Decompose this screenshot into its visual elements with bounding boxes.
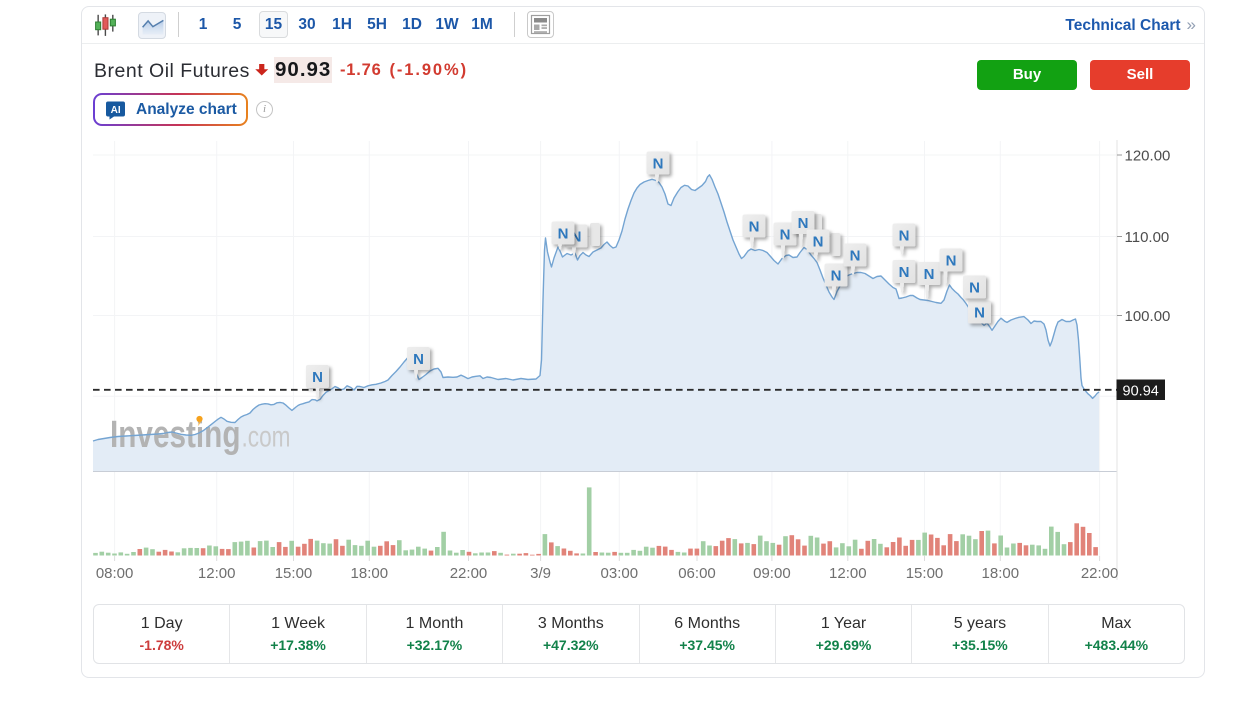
svg-text:N: N <box>850 248 861 265</box>
svg-text:22:00: 22:00 <box>1081 565 1119 582</box>
svg-text:3/9: 3/9 <box>530 565 551 582</box>
svg-text:N: N <box>899 228 910 245</box>
svg-text:100.00: 100.00 <box>1125 308 1171 325</box>
svg-text:09:00: 09:00 <box>753 565 791 582</box>
svg-text:AI: AI <box>111 105 121 116</box>
svg-text:N: N <box>946 253 957 270</box>
svg-text:90.94: 90.94 <box>1123 383 1159 399</box>
svg-text:N: N <box>969 280 980 297</box>
svg-text:N: N <box>413 351 424 368</box>
svg-text:22:00: 22:00 <box>450 565 488 582</box>
svg-text:N: N <box>558 226 569 243</box>
svg-text:N: N <box>798 215 809 232</box>
svg-text:06:00: 06:00 <box>678 565 716 582</box>
svg-text:N: N <box>831 268 842 285</box>
svg-text:08:00: 08:00 <box>96 565 134 582</box>
svg-text:N: N <box>653 156 664 173</box>
svg-text:12:00: 12:00 <box>198 565 236 582</box>
svg-text:N: N <box>924 266 935 283</box>
svg-text:.com: .com <box>242 421 291 454</box>
svg-text:N: N <box>899 264 910 281</box>
svg-text:12:00: 12:00 <box>829 565 867 582</box>
svg-text:Investing: Investing <box>110 414 241 456</box>
svg-text:18:00: 18:00 <box>351 565 389 582</box>
svg-text:N: N <box>749 219 760 236</box>
svg-text:N: N <box>813 234 824 251</box>
svg-text:15:00: 15:00 <box>906 565 944 582</box>
svg-text:18:00: 18:00 <box>982 565 1020 582</box>
svg-text:120.00: 120.00 <box>1125 148 1171 165</box>
svg-text:03:00: 03:00 <box>601 565 639 582</box>
svg-text:110.00: 110.00 <box>1125 229 1170 246</box>
svg-text:N: N <box>312 369 323 386</box>
svg-text:15:00: 15:00 <box>275 565 313 582</box>
svg-text:N: N <box>974 305 985 322</box>
svg-text:N: N <box>780 227 791 244</box>
svg-text:N: N <box>571 229 582 246</box>
